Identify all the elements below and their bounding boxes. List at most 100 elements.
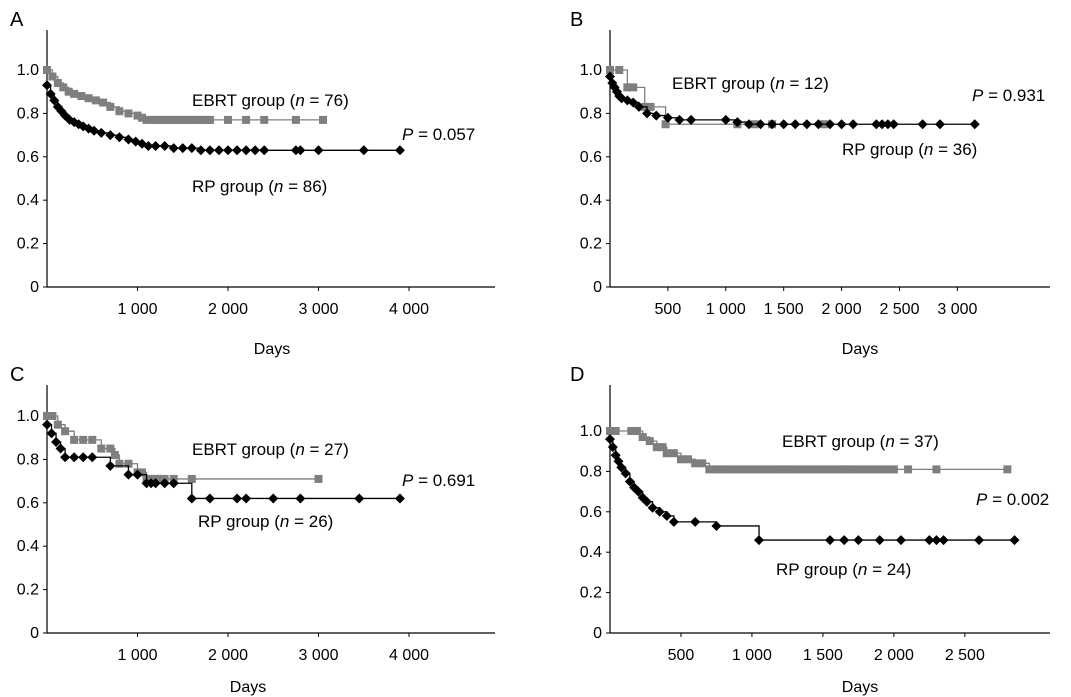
- data-point: [295, 145, 306, 156]
- n-value: 12: [804, 74, 823, 93]
- y-tick-label: 0.4: [580, 192, 602, 209]
- p-symbol: P: [402, 471, 414, 490]
- data-point: [187, 115, 196, 124]
- data-point: [114, 132, 125, 143]
- data-point: [686, 114, 697, 125]
- x-tick-label: 500: [668, 647, 695, 664]
- data-point: [213, 145, 224, 156]
- data-point: [755, 465, 764, 474]
- data-point: [46, 428, 57, 439]
- paren-close: ): [933, 432, 939, 451]
- p-symbol: P: [976, 490, 988, 509]
- data-point: [917, 119, 928, 130]
- data-point: [606, 66, 614, 74]
- n-symbol: n: [295, 91, 304, 110]
- data-point: [70, 435, 79, 444]
- data-point: [241, 493, 252, 504]
- data-point: [732, 117, 743, 128]
- y-tick-label: 1.0: [580, 62, 602, 79]
- data-point: [201, 115, 210, 124]
- data-point: [259, 145, 270, 156]
- data-point: [691, 459, 700, 468]
- equals-sign: =: [305, 91, 324, 110]
- data-point: [726, 465, 735, 474]
- n-symbol: n: [858, 560, 867, 579]
- p-value: 0.931: [1003, 86, 1046, 105]
- data-point: [138, 468, 147, 477]
- data-point: [740, 465, 749, 474]
- p-symbol: P: [972, 86, 984, 105]
- series-rp-group: [605, 71, 980, 130]
- data-point: [250, 145, 261, 156]
- data-point: [1009, 535, 1020, 546]
- paren-open: (: [914, 140, 925, 159]
- x-tick-label: 2 000: [208, 647, 248, 664]
- p-equals: =: [413, 471, 432, 490]
- series-annotation: EBRT group (n = 76): [192, 91, 349, 110]
- data-point: [790, 465, 799, 474]
- data-point: [42, 80, 52, 91]
- series-rp-group: [42, 419, 405, 504]
- y-tick-label: 1.0: [17, 408, 39, 425]
- paren-close: ): [343, 91, 349, 110]
- data-point: [168, 478, 179, 489]
- data-point: [150, 478, 161, 489]
- data-point: [45, 88, 56, 99]
- data-point: [615, 66, 624, 74]
- data-point: [790, 119, 801, 130]
- data-point: [646, 102, 655, 111]
- data-point: [70, 89, 79, 98]
- data-point: [662, 112, 673, 123]
- paren-close: ): [906, 560, 912, 579]
- data-point: [769, 465, 778, 474]
- data-point: [674, 114, 685, 125]
- data-point: [684, 455, 693, 464]
- data-point: [606, 427, 614, 435]
- y-tick-label: 0.4: [580, 544, 602, 561]
- data-point: [314, 474, 323, 483]
- data-point: [642, 108, 653, 119]
- data-point: [605, 434, 615, 445]
- x-tick-label: 3 000: [298, 301, 338, 318]
- paren-open: (: [285, 440, 296, 459]
- p-value: 0.057: [433, 125, 476, 144]
- data-point: [177, 143, 188, 154]
- data-point: [105, 460, 116, 471]
- data-point: [875, 465, 884, 474]
- data-point: [969, 119, 980, 130]
- data-point: [632, 427, 641, 435]
- n-value: 26: [309, 512, 328, 531]
- data-point: [59, 83, 68, 92]
- data-point: [627, 427, 636, 435]
- data-point: [268, 493, 279, 504]
- panel-label: D: [570, 364, 584, 386]
- data-point: [607, 442, 618, 453]
- data-point: [698, 459, 707, 468]
- data-point: [935, 119, 945, 130]
- data-point: [99, 98, 108, 107]
- data-point: [42, 419, 52, 430]
- data-point: [833, 465, 842, 474]
- y-tick-label: 0.6: [17, 495, 39, 512]
- data-point: [53, 420, 62, 429]
- data-point: [778, 119, 789, 130]
- data-point: [974, 535, 985, 546]
- data-point: [743, 119, 754, 130]
- data-point: [43, 412, 51, 420]
- data-point: [616, 462, 627, 473]
- data-point: [195, 145, 206, 156]
- data-point: [156, 474, 165, 483]
- n-value: 86: [303, 177, 322, 196]
- n-value: 36: [953, 140, 972, 159]
- data-point: [260, 115, 269, 124]
- data-point: [668, 516, 679, 527]
- data-point: [669, 449, 678, 458]
- data-point: [187, 474, 196, 483]
- p-symbol: P: [402, 125, 414, 144]
- n-symbol: n: [295, 440, 304, 459]
- data-point: [151, 115, 160, 124]
- data-point: [853, 535, 864, 546]
- data-point: [818, 465, 827, 474]
- data-point: [110, 451, 119, 460]
